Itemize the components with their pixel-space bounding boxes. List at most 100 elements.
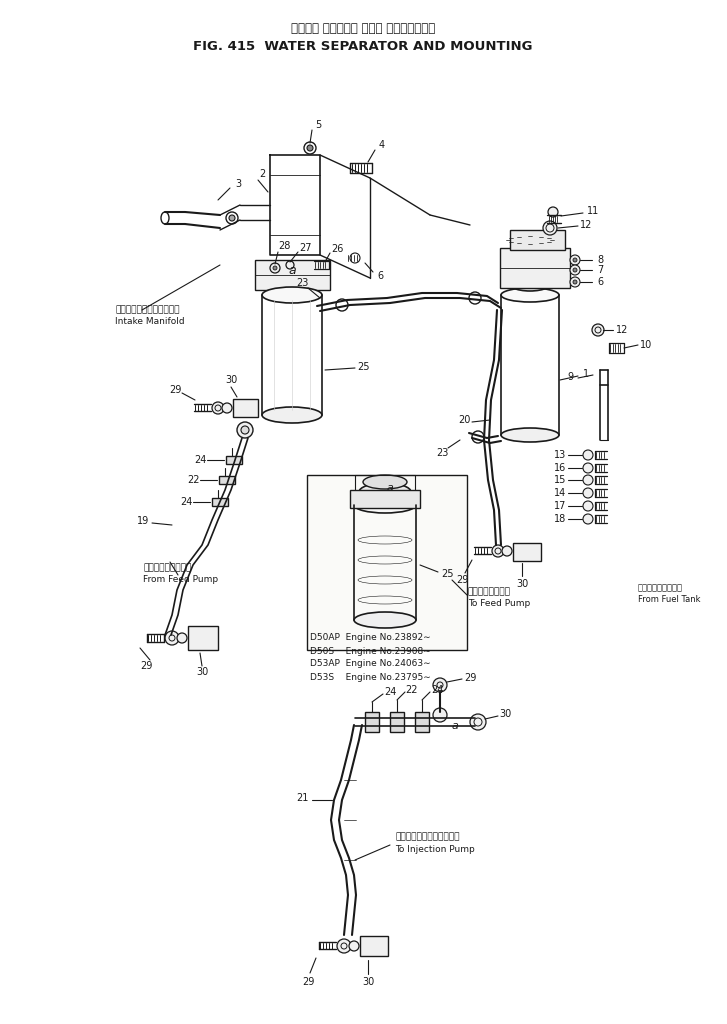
Ellipse shape bbox=[505, 269, 555, 291]
Ellipse shape bbox=[262, 407, 322, 423]
Text: 30: 30 bbox=[196, 667, 208, 677]
Text: 13: 13 bbox=[554, 450, 566, 460]
Text: 15: 15 bbox=[554, 475, 566, 485]
Text: インジェクションポンプへ: インジェクションポンプへ bbox=[395, 833, 459, 842]
Circle shape bbox=[492, 545, 504, 557]
Circle shape bbox=[307, 145, 313, 151]
Text: 23: 23 bbox=[296, 278, 308, 288]
Text: Intake Manifold: Intake Manifold bbox=[115, 317, 185, 327]
Text: a: a bbox=[387, 483, 393, 493]
Text: 30: 30 bbox=[516, 579, 528, 589]
Ellipse shape bbox=[354, 612, 416, 628]
Ellipse shape bbox=[262, 287, 322, 303]
Text: From Fuel Tank: From Fuel Tank bbox=[638, 596, 701, 604]
Bar bbox=[226, 456, 242, 464]
Circle shape bbox=[470, 714, 486, 730]
Circle shape bbox=[573, 258, 577, 262]
Text: 22: 22 bbox=[187, 475, 199, 485]
Bar bbox=[233, 399, 258, 417]
Text: 5: 5 bbox=[315, 120, 321, 130]
Text: 24: 24 bbox=[384, 687, 396, 697]
Text: 22: 22 bbox=[406, 685, 418, 695]
Circle shape bbox=[570, 265, 580, 275]
Text: 24: 24 bbox=[431, 685, 443, 695]
Bar bbox=[390, 712, 404, 732]
Text: 9: 9 bbox=[567, 372, 573, 382]
Circle shape bbox=[337, 939, 351, 953]
Text: フィードポンプから: フィードポンプから bbox=[143, 563, 191, 572]
Text: a: a bbox=[451, 721, 459, 731]
Circle shape bbox=[543, 221, 557, 234]
Circle shape bbox=[222, 403, 232, 413]
Text: FIG. 415  WATER SEPARATOR AND MOUNTING: FIG. 415 WATER SEPARATOR AND MOUNTING bbox=[193, 40, 533, 52]
Text: D50AP  Engine No.23892∼: D50AP Engine No.23892∼ bbox=[310, 634, 430, 642]
Text: 29: 29 bbox=[302, 977, 314, 987]
Circle shape bbox=[433, 708, 447, 722]
Text: 29: 29 bbox=[140, 662, 152, 671]
Text: 18: 18 bbox=[554, 514, 566, 524]
Circle shape bbox=[212, 402, 224, 414]
Text: 23: 23 bbox=[435, 449, 448, 458]
Text: 17: 17 bbox=[554, 501, 566, 511]
Circle shape bbox=[573, 268, 577, 272]
Text: インテークマニホールド：: インテークマニホールド： bbox=[115, 305, 180, 314]
Text: 25: 25 bbox=[441, 569, 453, 579]
Bar bbox=[212, 498, 228, 506]
Ellipse shape bbox=[501, 428, 559, 442]
Bar bbox=[188, 626, 218, 650]
Bar bbox=[500, 248, 570, 288]
Text: 12: 12 bbox=[580, 220, 593, 230]
Ellipse shape bbox=[359, 483, 411, 501]
Text: 3: 3 bbox=[235, 179, 241, 189]
Bar bbox=[219, 476, 235, 484]
Circle shape bbox=[177, 633, 187, 643]
Text: 19: 19 bbox=[137, 516, 149, 526]
Bar bbox=[255, 260, 330, 290]
Bar bbox=[360, 936, 388, 956]
Text: D50S    Engine No.23908∼: D50S Engine No.23908∼ bbox=[310, 646, 431, 655]
Circle shape bbox=[548, 207, 558, 217]
Circle shape bbox=[583, 514, 593, 524]
Text: 6: 6 bbox=[377, 271, 383, 281]
Text: From Feed Pump: From Feed Pump bbox=[143, 575, 218, 585]
Text: ウォータ セパレータ および マウンティング: ウォータ セパレータ および マウンティング bbox=[291, 22, 435, 35]
Text: 29: 29 bbox=[464, 673, 476, 683]
Text: a: a bbox=[288, 263, 296, 276]
Text: 29: 29 bbox=[456, 575, 468, 585]
Text: 29: 29 bbox=[169, 385, 181, 395]
Circle shape bbox=[592, 324, 604, 336]
Bar bbox=[510, 230, 565, 250]
Ellipse shape bbox=[363, 475, 407, 489]
Text: 20: 20 bbox=[458, 415, 470, 425]
Circle shape bbox=[165, 631, 179, 645]
Bar bbox=[513, 543, 541, 561]
Circle shape bbox=[583, 450, 593, 460]
Text: 7: 7 bbox=[597, 265, 603, 275]
Text: D53AP  Engine No.24063∼: D53AP Engine No.24063∼ bbox=[310, 659, 430, 669]
Text: 2: 2 bbox=[259, 169, 265, 179]
Ellipse shape bbox=[507, 252, 553, 268]
Circle shape bbox=[573, 280, 577, 284]
Text: 30: 30 bbox=[225, 375, 237, 385]
Circle shape bbox=[273, 266, 277, 270]
Bar bbox=[350, 490, 420, 508]
Circle shape bbox=[433, 678, 447, 692]
Text: 1: 1 bbox=[583, 369, 589, 379]
Ellipse shape bbox=[501, 288, 559, 302]
Text: 6: 6 bbox=[597, 278, 603, 287]
Text: 25: 25 bbox=[357, 362, 369, 372]
Text: 28: 28 bbox=[278, 241, 290, 251]
Bar bbox=[415, 712, 429, 732]
Text: 24: 24 bbox=[194, 455, 206, 465]
Circle shape bbox=[349, 941, 359, 951]
Bar bbox=[307, 475, 467, 650]
Bar bbox=[365, 712, 379, 732]
Circle shape bbox=[241, 426, 249, 434]
Text: 24: 24 bbox=[180, 497, 192, 507]
Text: 21: 21 bbox=[296, 793, 308, 803]
Circle shape bbox=[583, 501, 593, 511]
Circle shape bbox=[583, 475, 593, 485]
Text: 30: 30 bbox=[362, 977, 374, 987]
Ellipse shape bbox=[513, 242, 547, 254]
Circle shape bbox=[583, 488, 593, 498]
